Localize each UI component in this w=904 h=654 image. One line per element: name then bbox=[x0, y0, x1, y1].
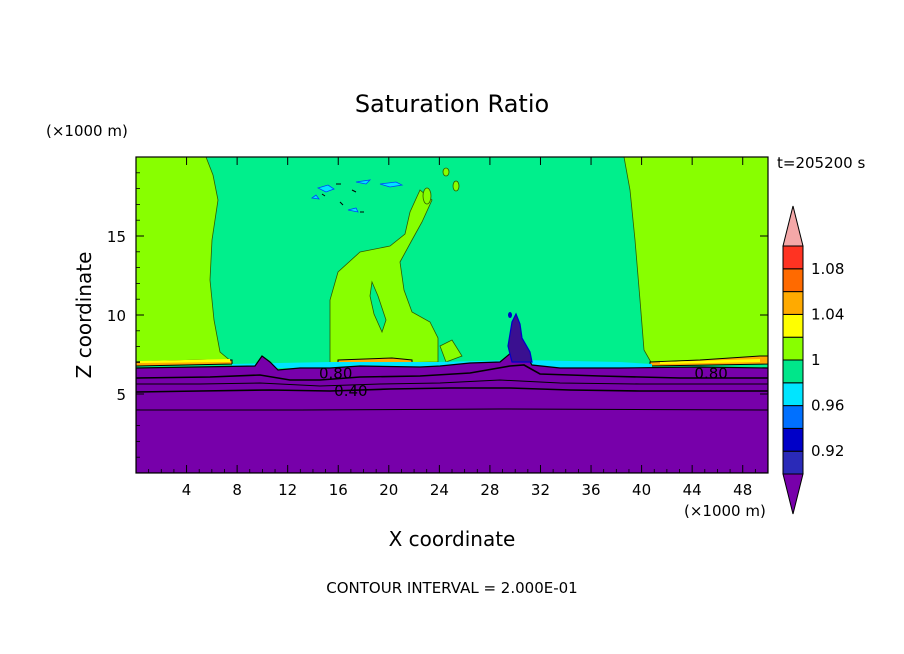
x-tick-label: 36 bbox=[581, 481, 600, 499]
plot-area: 0.800.400.80 bbox=[136, 157, 768, 473]
colorbar-tick-label: 1.04 bbox=[811, 305, 844, 323]
y-unit-label: (×1000 m) bbox=[46, 122, 128, 140]
colorbar: 0.92 0.96 1 1.04 1.08 bbox=[782, 205, 844, 515]
y-axis-ticks: 5 10 15 bbox=[107, 172, 768, 458]
time-label: t=205200 s bbox=[777, 154, 865, 172]
y-tick-label: 5 bbox=[116, 386, 126, 404]
dry-region bbox=[136, 340, 768, 473]
colorbar-tick-label: 0.92 bbox=[811, 442, 844, 460]
y-axis-label: Z coordinate bbox=[72, 252, 96, 379]
cyan-boundary bbox=[232, 360, 652, 368]
colorbar-band bbox=[782, 268, 804, 293]
colorbar-band bbox=[782, 382, 804, 407]
x-tick-label: 12 bbox=[278, 481, 297, 499]
y-tick-label: 10 bbox=[107, 307, 126, 325]
contour-label-group: 0.800.400.80 bbox=[319, 364, 728, 399]
convective-tower bbox=[507, 312, 533, 363]
x-tick-label: 16 bbox=[329, 481, 348, 499]
colorbar-bottom-arrow bbox=[782, 473, 804, 515]
field-patch-small-3 bbox=[422, 187, 432, 205]
contour-line-080 bbox=[136, 364, 768, 381]
x-axis-label: X coordinate bbox=[389, 527, 516, 551]
contour-line-060 bbox=[136, 379, 768, 387]
field-region-right bbox=[623, 157, 768, 365]
contour-line-020 bbox=[136, 408, 768, 411]
x-tick-label: 20 bbox=[379, 481, 398, 499]
field-patch-small-1 bbox=[369, 280, 387, 334]
x-tick-label: 32 bbox=[531, 481, 550, 499]
x-tick-label: 4 bbox=[182, 481, 192, 499]
x-tick-label: 8 bbox=[232, 481, 242, 499]
cirrus-speckles bbox=[310, 179, 404, 213]
colorbar-band bbox=[782, 427, 804, 452]
tower-dot bbox=[508, 312, 512, 318]
colorbar-top-arrow bbox=[782, 205, 804, 247]
colorbar-band bbox=[782, 359, 804, 384]
field-patch-small-4 bbox=[452, 180, 460, 192]
field-patch-small-5 bbox=[442, 167, 450, 177]
y-tick-label: 15 bbox=[107, 228, 126, 246]
colorbar-tick-label: 1 bbox=[811, 351, 821, 369]
x-tick-label: 48 bbox=[733, 481, 752, 499]
field-region-center bbox=[329, 189, 439, 365]
field-patch-small-2 bbox=[439, 339, 463, 363]
colorbar-tick-label: 0.96 bbox=[811, 397, 844, 415]
contour-label: 0.40 bbox=[334, 382, 367, 400]
contour-line-040 bbox=[136, 387, 768, 393]
x-tick-label: 24 bbox=[430, 481, 449, 499]
colorbar-band bbox=[782, 313, 804, 338]
colorbar-band bbox=[782, 245, 804, 270]
x-tick-label: 40 bbox=[632, 481, 651, 499]
colorbar-band bbox=[782, 291, 804, 315]
chart-title: Saturation Ratio bbox=[355, 90, 549, 118]
cirrus-dots bbox=[321, 183, 364, 213]
colorbar-band bbox=[782, 450, 804, 475]
contour-label: 0.80 bbox=[694, 364, 727, 382]
x-tick-label: 44 bbox=[683, 481, 702, 499]
contour-interval-note: CONTOUR INTERVAL = 2.000E-01 bbox=[326, 579, 577, 597]
colorbar-tick-label: 1.08 bbox=[811, 260, 844, 278]
colorbar-band bbox=[782, 336, 804, 361]
x-tick-label: 28 bbox=[480, 481, 499, 499]
contour-label: 0.80 bbox=[319, 364, 352, 382]
colorbar-band bbox=[782, 405, 804, 429]
x-axis-ticks: 4 8 12 16 20 24 28 32 36 40 44 48 bbox=[148, 157, 756, 499]
x-unit-label: (×1000 m) bbox=[684, 502, 766, 520]
